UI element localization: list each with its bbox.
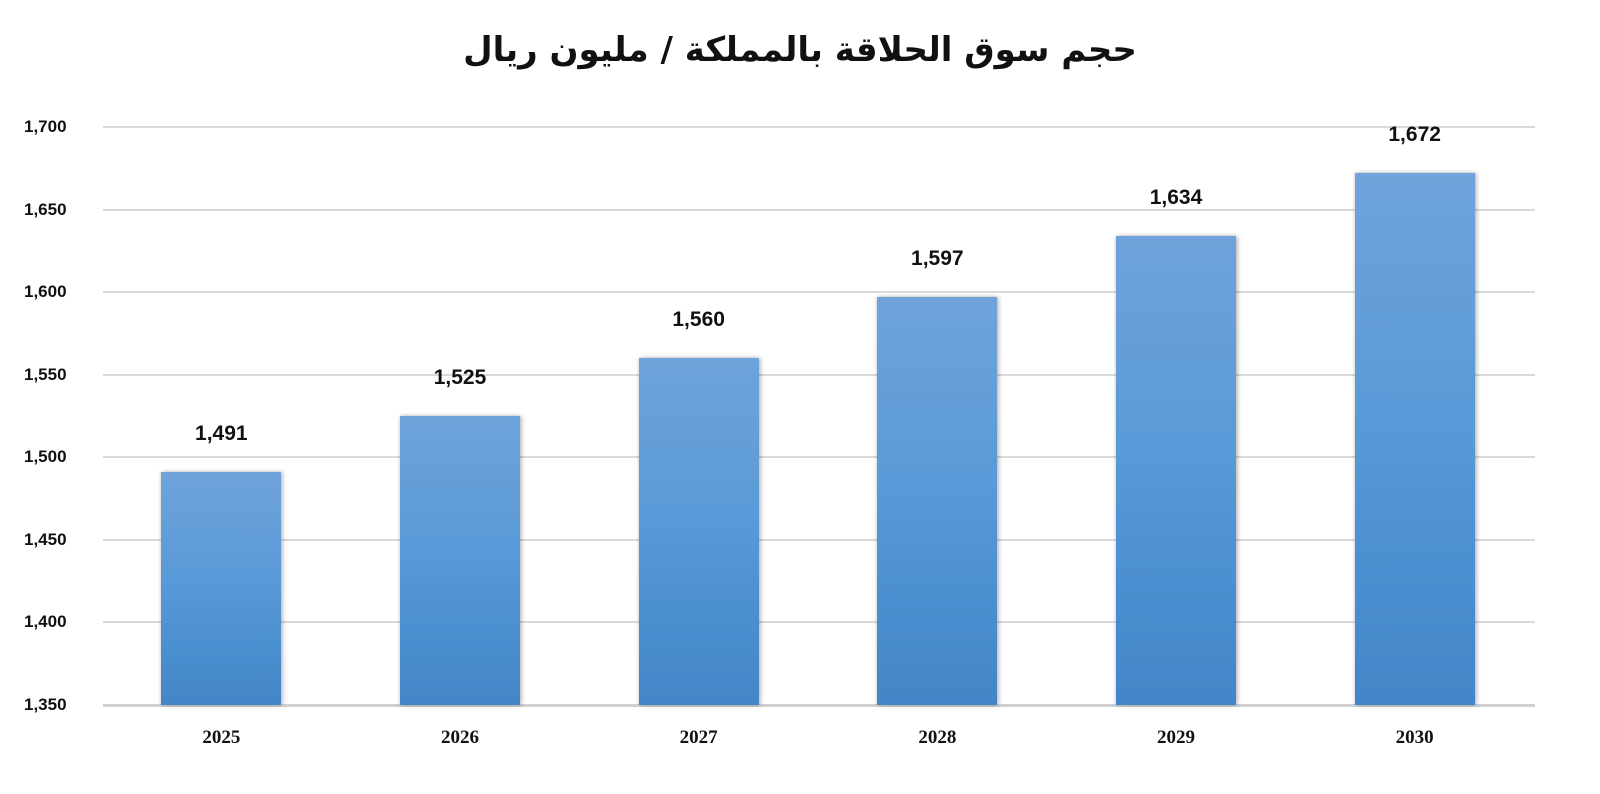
y-tick-label: 1,650 <box>24 199 67 219</box>
x-tick-label: 2025 <box>202 727 241 748</box>
data-label: 1,634 <box>1149 185 1203 209</box>
gridline <box>103 538 1535 541</box>
y-tick-label: 1,550 <box>24 364 67 384</box>
bar-2028[interactable] <box>877 297 998 705</box>
x-tick-label: 2030 <box>1395 727 1434 748</box>
data-label: 1,597 <box>911 247 964 271</box>
gridline <box>103 126 1535 128</box>
data-label: 1,525 <box>433 366 487 389</box>
bar-2029[interactable] <box>1116 235 1236 705</box>
y-tick-label: 1,450 <box>24 529 67 549</box>
x-tick-label: 2029 <box>1157 727 1195 748</box>
bar-2026[interactable] <box>400 416 520 705</box>
gridline <box>103 456 1535 459</box>
y-tick-label: 1,500 <box>24 447 67 467</box>
x-tick-label: 2028 <box>918 727 957 748</box>
x-tick-label: 2026 <box>441 727 479 748</box>
plot-area: 1,491 1,525 1,560 1,597 1,634 1,672 <box>103 123 1535 707</box>
x-tick-label: 2027 <box>679 727 718 748</box>
y-tick-label: 1,350 <box>24 695 67 714</box>
data-label: 1,560 <box>672 308 725 332</box>
chart-title: حجم سوق الحلاقة بالمملكة / مليون ريال <box>463 30 1137 70</box>
gridline <box>103 373 1535 376</box>
x-axis-line <box>103 704 1535 707</box>
y-tick-label: 1,400 <box>24 612 67 632</box>
bar-2025[interactable] <box>161 472 282 705</box>
data-label: 1,672 <box>1388 123 1441 147</box>
y-tick-label: 1,600 <box>24 282 67 302</box>
bar-2027[interactable] <box>638 358 759 705</box>
bar-2030[interactable] <box>1354 173 1475 705</box>
gridline <box>103 621 1535 624</box>
gridline <box>103 291 1535 294</box>
y-tick-label: 1,700 <box>24 117 67 136</box>
gridline <box>103 208 1535 211</box>
data-label: 1,491 <box>195 422 248 446</box>
